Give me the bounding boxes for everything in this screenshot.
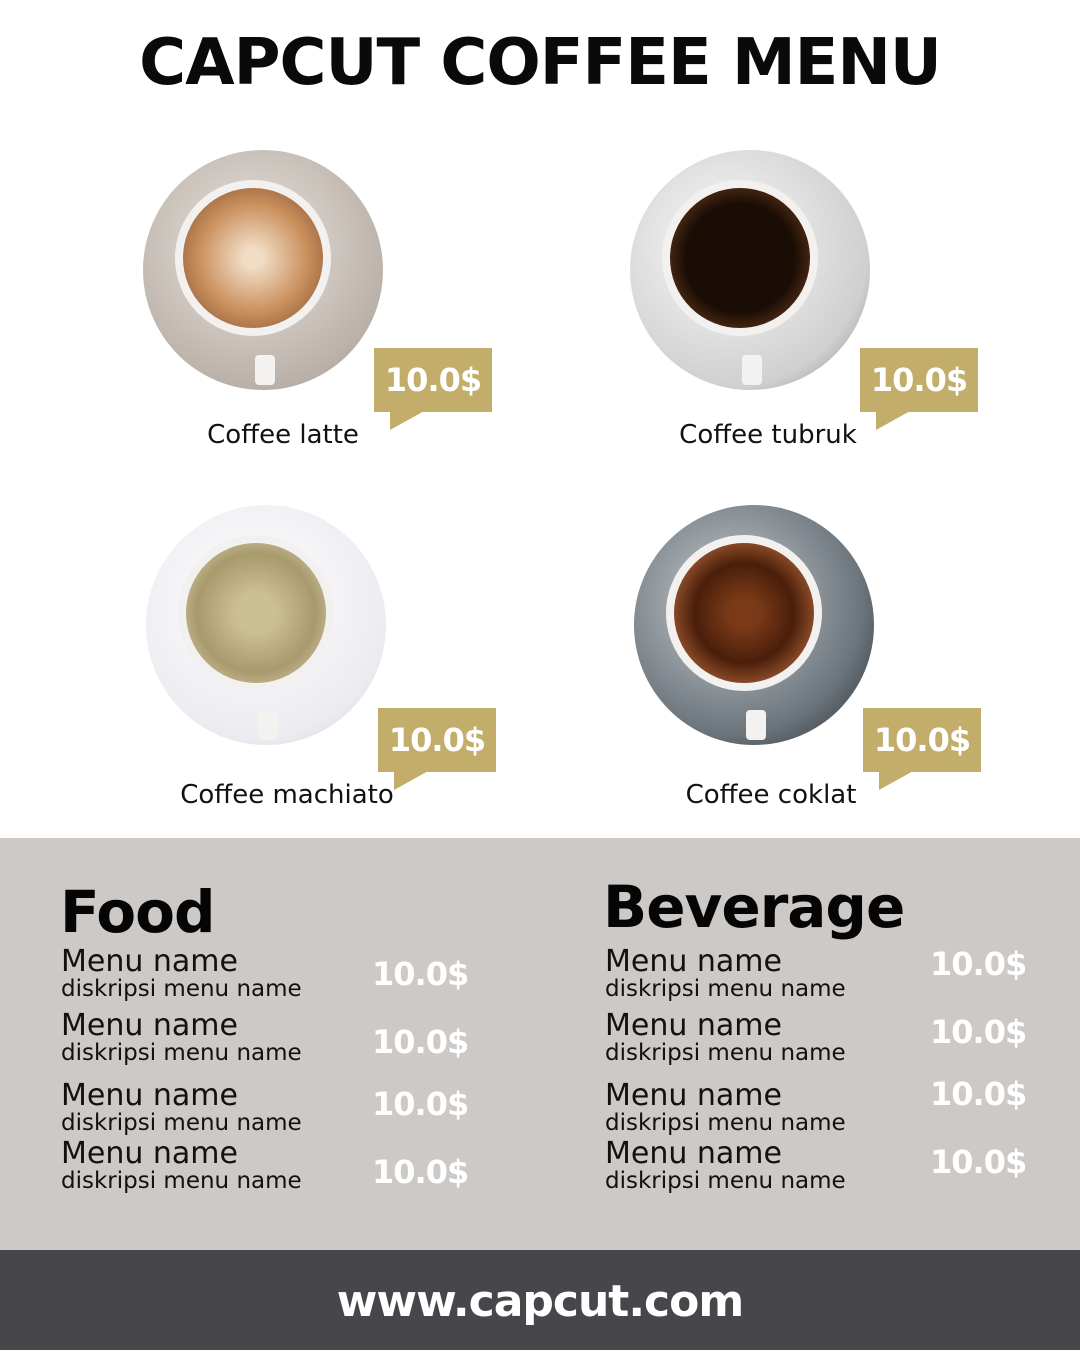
coffee-coklat-image — [634, 505, 874, 745]
item-label: Coffee machiato — [180, 780, 394, 810]
menu-name: Menu name — [61, 1136, 238, 1171]
menu-desc: diskripsi menu name — [605, 1110, 846, 1136]
footer-url: www.capcut.com — [0, 1250, 1080, 1350]
menu-list-section — [0, 838, 1080, 1250]
price-tag: 10.0$ — [863, 708, 981, 790]
menu-desc: diskripsi menu name — [605, 976, 846, 1002]
menu-desc: diskripsi menu name — [61, 1168, 302, 1194]
menu-name: Menu name — [605, 1078, 782, 1113]
menu-desc: diskripsi menu name — [605, 1040, 846, 1066]
menu-price: 10.0$ — [372, 1023, 469, 1061]
item-label: Coffee tubruk — [679, 420, 857, 450]
menu-price: 10.0$ — [930, 1013, 1027, 1051]
menu-desc: diskripsi menu name — [605, 1168, 846, 1194]
item-label: Coffee latte — [207, 420, 359, 450]
menu-price: 10.0$ — [930, 945, 1027, 983]
page-title: CAPCUT COFFEE MENU — [139, 26, 942, 100]
menu-name: Menu name — [605, 1008, 782, 1043]
menu-desc: diskripsi menu name — [61, 976, 302, 1002]
menu-price: 10.0$ — [372, 955, 469, 993]
menu-name: Menu name — [61, 1008, 238, 1043]
item-label: Coffee coklat — [685, 780, 857, 810]
coffee-machiato-image — [146, 505, 386, 745]
food-heading: Food — [60, 878, 215, 946]
menu-price: 10.0$ — [930, 1143, 1027, 1181]
price-tag: 10.0$ — [860, 348, 978, 430]
price-tag: 10.0$ — [378, 708, 496, 790]
menu-name: Menu name — [605, 1136, 782, 1171]
menu-name: Menu name — [61, 1078, 238, 1113]
menu-name: Menu name — [61, 944, 238, 979]
menu-desc: diskripsi menu name — [61, 1040, 302, 1066]
menu-name: Menu name — [605, 944, 782, 979]
coffee-latte-image — [143, 150, 383, 390]
menu-price: 10.0$ — [930, 1075, 1027, 1113]
beverage-heading: Beverage — [603, 873, 905, 941]
price-tag: 10.0$ — [374, 348, 492, 430]
menu-price: 10.0$ — [372, 1153, 469, 1191]
coffee-tubruk-image — [630, 150, 870, 390]
menu-price: 10.0$ — [372, 1085, 469, 1123]
menu-desc: diskripsi menu name — [61, 1110, 302, 1136]
